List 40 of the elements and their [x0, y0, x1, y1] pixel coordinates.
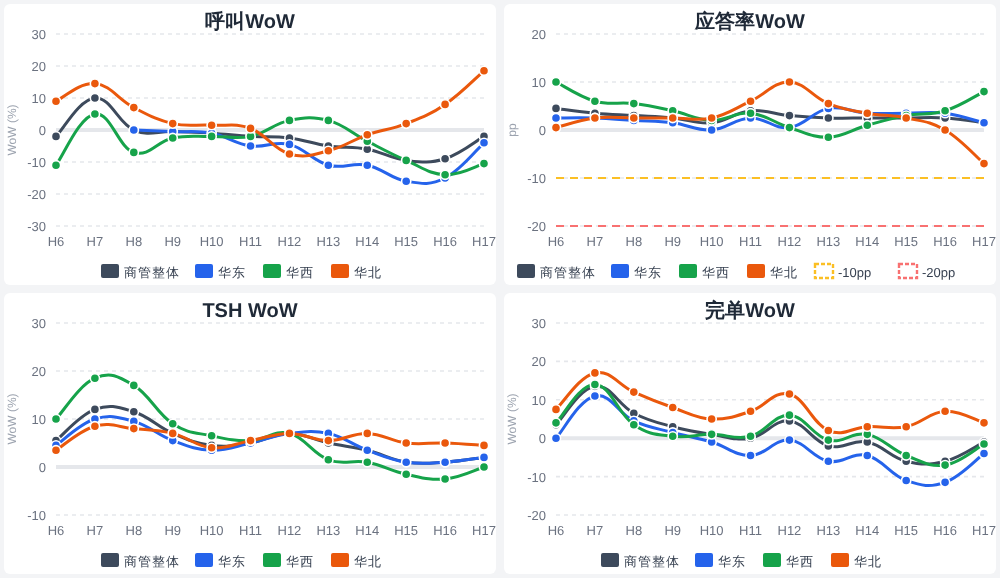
point: [361, 129, 373, 141]
point: [745, 450, 756, 461]
point: [128, 102, 140, 113]
point: [167, 118, 179, 129]
point: [128, 380, 140, 391]
point: [628, 98, 640, 109]
chart-title: 应答率WoW: [693, 10, 806, 34]
point: [478, 158, 490, 169]
point: [589, 390, 601, 402]
point: [822, 425, 834, 436]
point: [667, 402, 679, 413]
point: [128, 147, 140, 158]
point: [322, 115, 334, 126]
point: [284, 139, 295, 150]
point: [784, 110, 795, 121]
point: [361, 456, 373, 468]
chart-title: 呼叫WoW: [205, 10, 296, 34]
point: [978, 448, 990, 459]
point: [822, 98, 834, 109]
chart-title: 完单WoW: [705, 299, 796, 323]
point: [784, 388, 795, 400]
point: [89, 78, 101, 89]
point: [400, 118, 412, 129]
point: [245, 123, 256, 134]
point: [861, 119, 873, 131]
point: [784, 409, 795, 421]
chart-title: TSH WoW: [202, 301, 299, 323]
point: [978, 158, 990, 169]
point: [939, 476, 951, 488]
point: [284, 115, 295, 126]
point: [128, 423, 140, 434]
point: [900, 475, 912, 486]
point: [439, 99, 451, 110]
point: [206, 119, 218, 131]
point: [361, 428, 373, 439]
point: [861, 450, 873, 461]
point: [89, 404, 101, 415]
point: [550, 122, 562, 133]
point: [900, 450, 912, 461]
point: [978, 86, 990, 97]
